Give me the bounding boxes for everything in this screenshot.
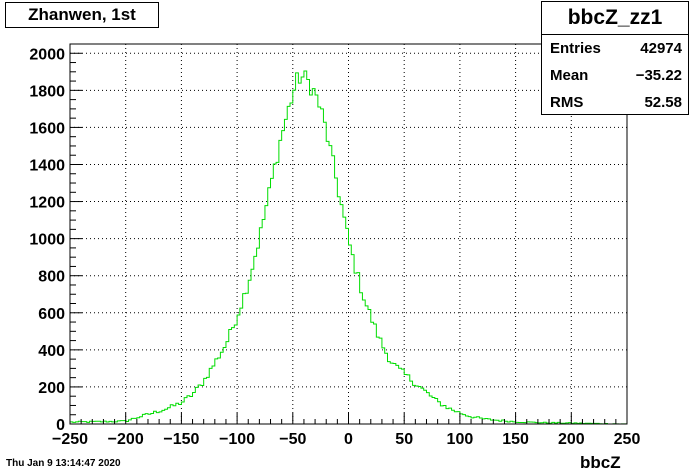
footer-date: Thu Jan 9 13:14:47 2020 <box>6 458 121 469</box>
stats-key: Mean <box>550 67 589 84</box>
stats-key: Entries <box>550 40 601 57</box>
stats-value: 42974 <box>640 40 682 57</box>
y-tick-label: 600 <box>38 306 65 323</box>
y-tick-label: 200 <box>38 380 65 397</box>
x-axis-label: bbcZ <box>580 453 621 472</box>
x-tick-label: 100 <box>447 431 474 448</box>
stats-box: bbcZ_zz1 Entries 42974 Mean −35.22 RMS 5… <box>541 1 689 115</box>
x-tick-label: 200 <box>558 431 585 448</box>
x-tick-label: −250 <box>52 431 88 448</box>
x-tick-label: 150 <box>502 431 529 448</box>
stats-row-mean: Mean −35.22 <box>542 62 688 89</box>
y-tick-label: 2000 <box>29 46 65 63</box>
histogram-line <box>70 70 627 425</box>
y-tick-label: 1400 <box>29 157 65 174</box>
y-tick-label: 1600 <box>29 120 65 137</box>
chart-title: Zhanwen, 1st <box>5 2 159 28</box>
x-tick-label: −150 <box>163 431 199 448</box>
y-tick-label: 1000 <box>29 232 65 249</box>
x-tick-label: 0 <box>344 431 353 448</box>
y-tick-label: 1200 <box>29 195 65 212</box>
x-tick-label: 50 <box>395 431 413 448</box>
stats-key: RMS <box>550 94 584 111</box>
stats-row-rms: RMS 52.58 <box>542 89 688 116</box>
stats-value: 52.58 <box>644 94 682 111</box>
stats-histogram-name: bbcZ_zz1 <box>542 2 688 35</box>
stats-row-entries: Entries 42974 <box>542 35 688 62</box>
x-tick-label: −200 <box>108 431 144 448</box>
stats-value: −35.22 <box>635 67 682 84</box>
y-tick-label: 400 <box>38 343 65 360</box>
y-tick-label: 1800 <box>29 83 65 100</box>
x-tick-label: 250 <box>614 431 641 448</box>
x-tick-label: −50 <box>279 431 306 448</box>
x-tick-label: −100 <box>219 431 255 448</box>
y-tick-label: 0 <box>56 417 65 434</box>
y-tick-label: 800 <box>38 269 65 286</box>
